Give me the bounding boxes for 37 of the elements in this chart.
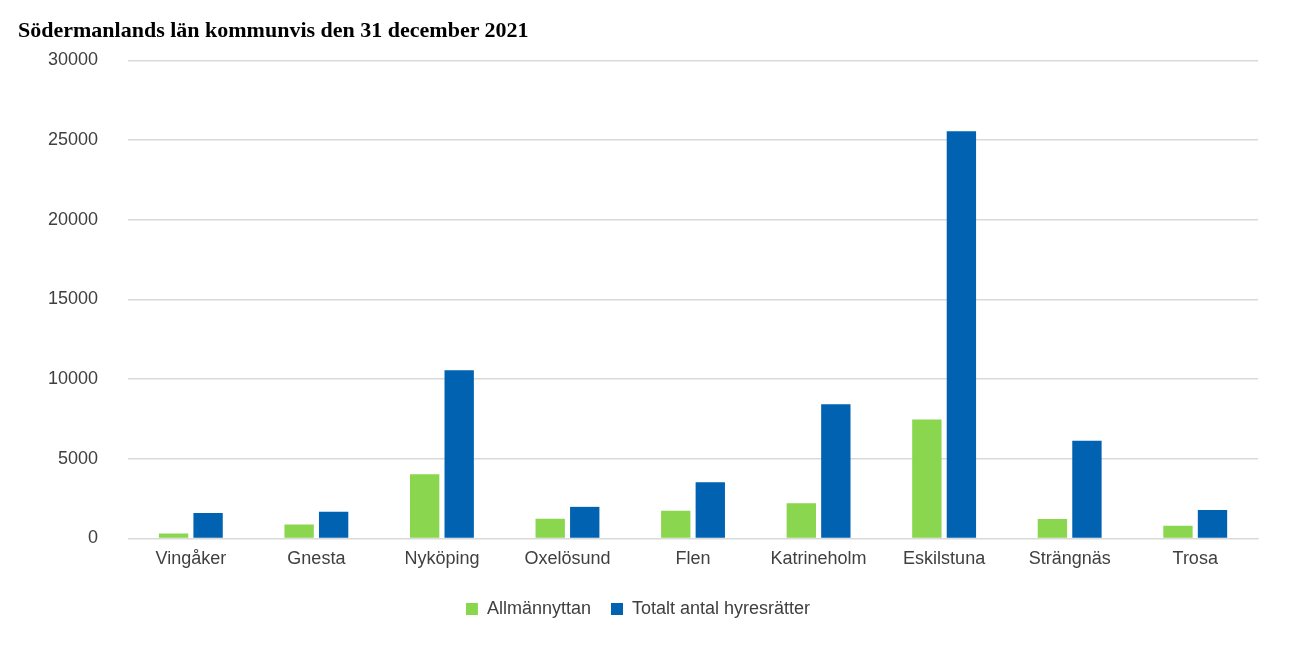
bar	[444, 370, 474, 538]
bar	[912, 419, 942, 538]
bar	[318, 511, 349, 538]
bar	[1197, 509, 1228, 538]
y-tick-label: 25000	[47, 129, 99, 150]
y-tick-label: 30000	[47, 49, 99, 70]
bar	[535, 518, 565, 538]
bar	[193, 513, 223, 538]
bar	[695, 482, 725, 538]
chart-title: Södermanlands län kommunvis den 31 december 2021	[18, 16, 529, 42]
x-tick-label: Katrineholm	[770, 548, 867, 569]
x-tick-label: Eskilstuna	[903, 548, 987, 569]
x-tick-label: Nyköping	[404, 548, 480, 569]
x-tick-label: Gnesta	[287, 548, 347, 569]
x-tick-label: Strängnäs	[1028, 548, 1111, 569]
bar	[1072, 440, 1102, 538]
bar	[409, 474, 440, 538]
bar	[661, 510, 691, 538]
bar	[284, 524, 314, 538]
bar	[821, 404, 851, 538]
bar	[1163, 525, 1193, 538]
legend-label: Allmännyttan	[486, 597, 591, 618]
bar	[946, 131, 977, 538]
bar	[786, 503, 816, 538]
y-tick-label: 5000	[58, 447, 99, 468]
bar	[158, 533, 189, 538]
x-tick-label: Vingåker	[155, 548, 227, 569]
bar	[570, 506, 600, 538]
x-tick-label: Flen	[675, 548, 711, 569]
legend-label: Totalt antal hyresrätter	[631, 597, 811, 618]
x-tick-label: Trosa	[1172, 548, 1219, 569]
y-tick-label: 15000	[47, 288, 99, 309]
y-tick-label: 0	[88, 527, 99, 548]
y-tick-label: 10000	[47, 368, 99, 389]
x-tick-label: Oxelösund	[524, 548, 611, 569]
y-tick-label: 20000	[47, 208, 99, 229]
bar	[1037, 518, 1068, 538]
